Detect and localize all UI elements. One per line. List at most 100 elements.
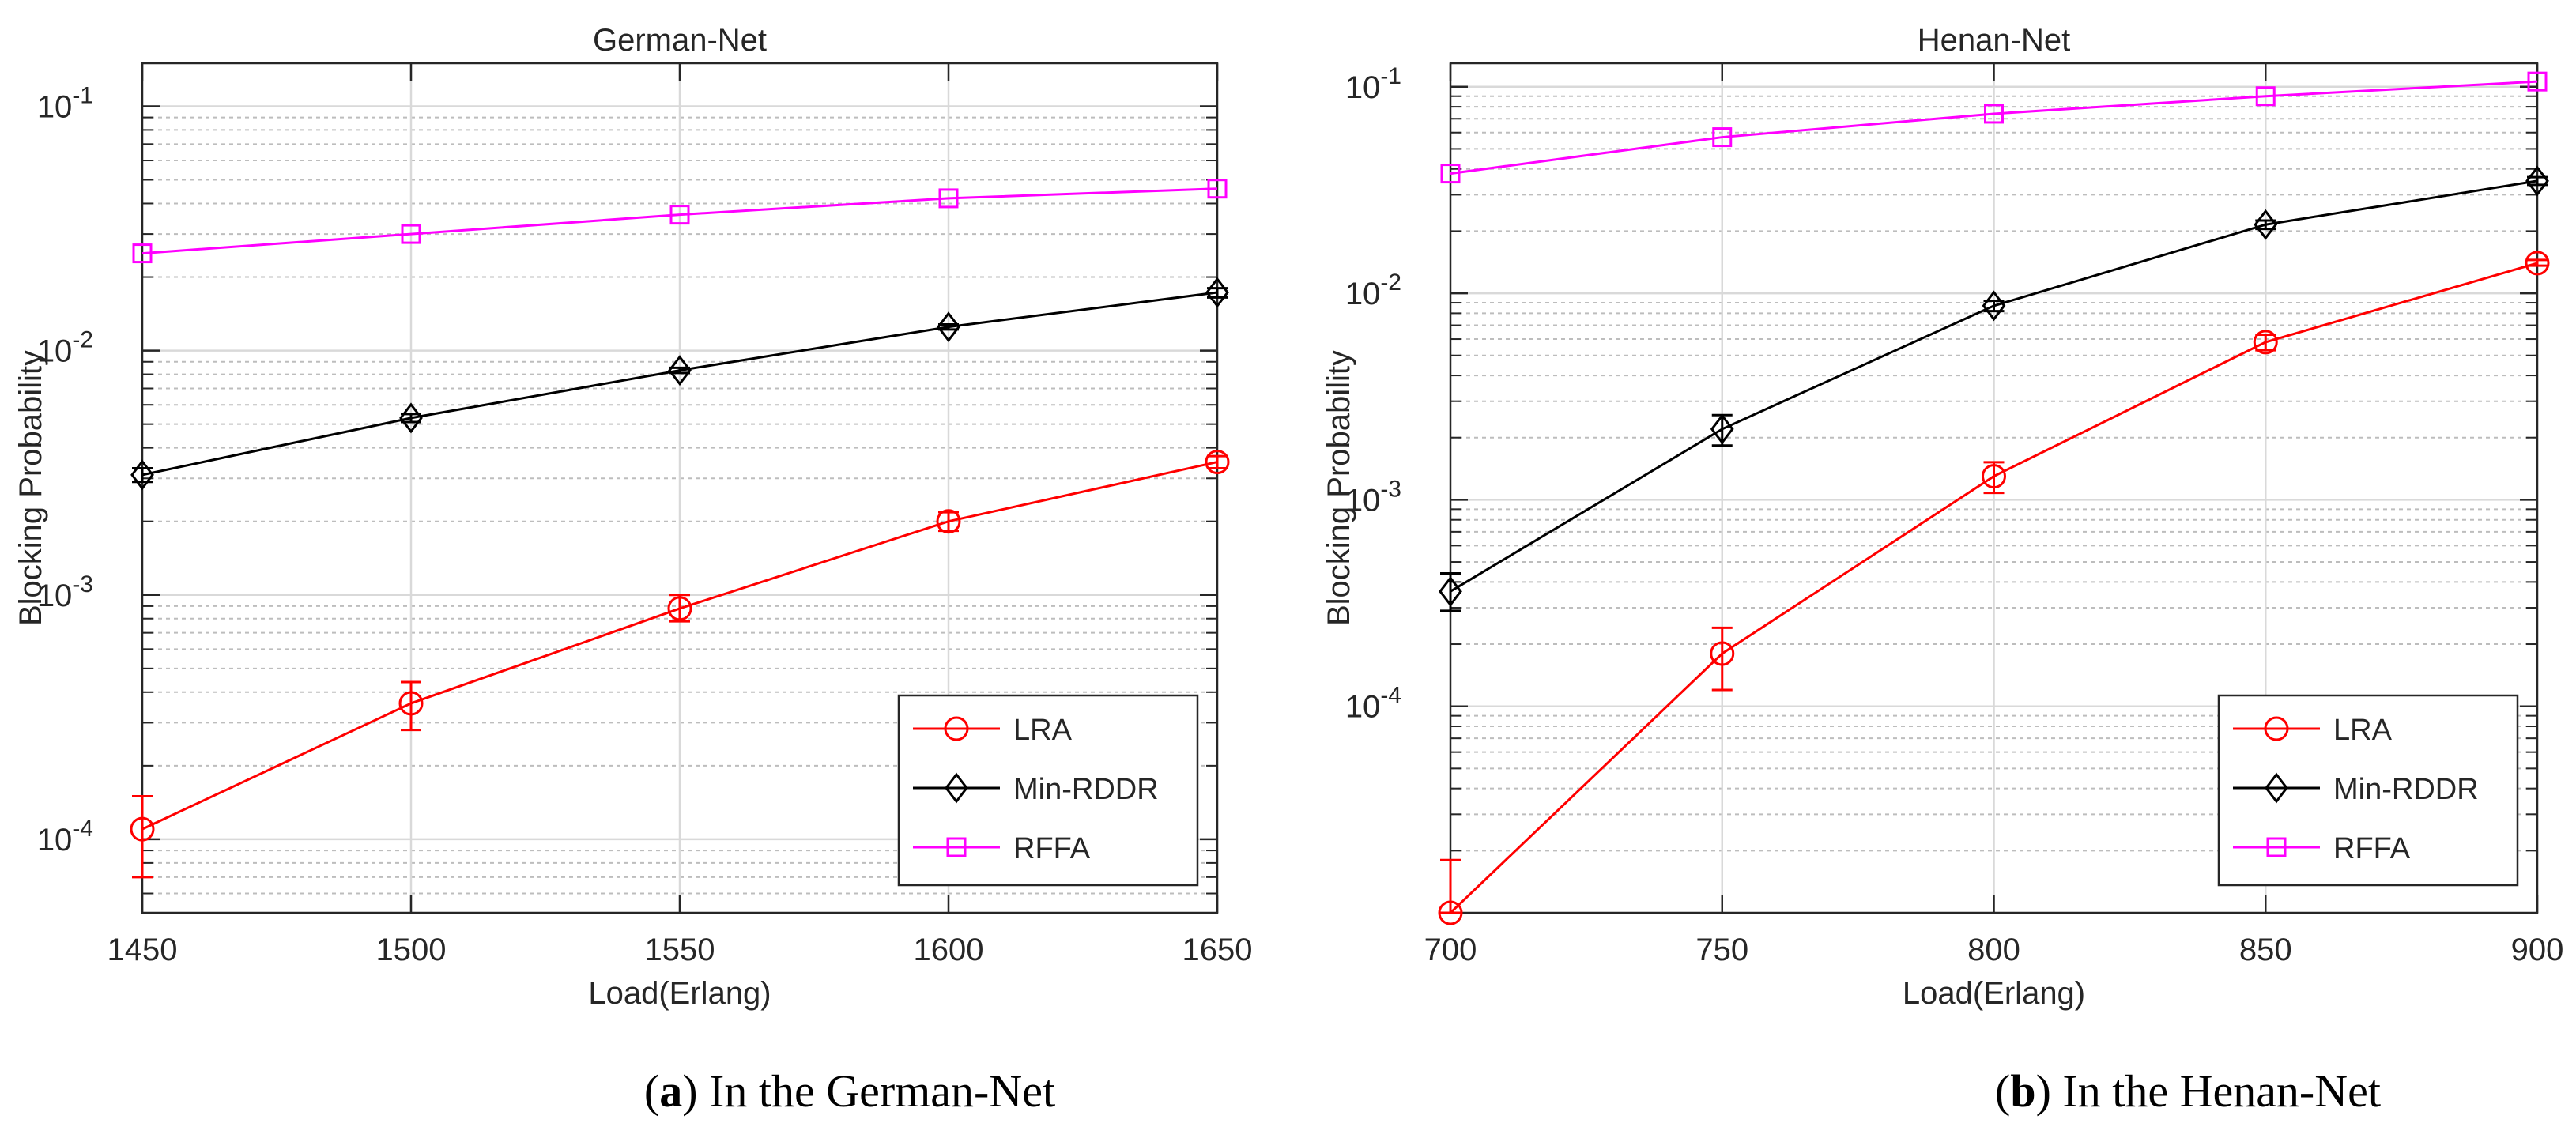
- y-axis-label: Blocking Probability: [13, 350, 48, 626]
- legend-label: Min-RDDR: [2333, 773, 2479, 806]
- y-tick-exponent: -2: [1380, 270, 1401, 296]
- y-tick-base: 10: [37, 334, 73, 369]
- data-point-circle: [398, 691, 424, 716]
- y-tick-label: 10-4: [37, 816, 93, 858]
- data-point-square: [2255, 86, 2276, 107]
- legend-marker-circle: [944, 716, 969, 741]
- data-point-diamond: [1982, 290, 2006, 322]
- legend-item-min-rddr: Min-RDDR: [913, 772, 1159, 806]
- y-tick-exponent: -4: [1380, 683, 1401, 709]
- chart-title: German-Net: [593, 23, 767, 58]
- series-min-rddr: [130, 277, 1229, 491]
- error-bar: [132, 466, 153, 484]
- x-tick-label: 800: [1967, 933, 2020, 967]
- data-point-diamond: [1710, 413, 1734, 445]
- data-point-circle: [1438, 900, 1463, 925]
- data-point-diamond: [1439, 575, 1462, 607]
- data-point-circle: [130, 816, 155, 842]
- caption-text: ) In the German-Net: [682, 1065, 1055, 1117]
- data-point-diamond: [130, 459, 154, 491]
- y-tick-exponent: -2: [72, 327, 93, 353]
- legend-label: LRA: [2333, 714, 2393, 747]
- error-bar: [1207, 454, 1228, 469]
- y-tick-exponent: -3: [1380, 476, 1401, 502]
- y-tick-label: 10-1: [37, 82, 93, 124]
- error-bar: [401, 680, 421, 732]
- x-tick-label: 1550: [645, 933, 715, 967]
- x-tick-label: 1450: [107, 933, 178, 967]
- series-min-rddr: [1439, 165, 2549, 612]
- data-point-circle: [2253, 330, 2278, 355]
- chart-title: Henan-Net: [1918, 23, 2070, 58]
- figure-caption: (a) In the German-Net: [644, 1065, 1055, 1117]
- data-point-square: [938, 188, 959, 209]
- legend-marker-circle: [2264, 716, 2289, 741]
- series-line: [141, 187, 1218, 255]
- data-point-circle: [1205, 450, 1230, 475]
- y-tick-label: 10-4: [1345, 683, 1401, 725]
- x-tick-label: 900: [2511, 933, 2564, 967]
- data-point-circle: [2525, 251, 2550, 276]
- data-point-square: [2527, 71, 2548, 92]
- x-tick-label: 1600: [914, 933, 984, 967]
- error-bar: [1440, 858, 1461, 914]
- legend-label: LRA: [1013, 714, 1073, 747]
- data-point-diamond: [668, 355, 692, 386]
- data-point-diamond: [2254, 209, 2278, 240]
- y-tick-label: 10-3: [37, 571, 93, 613]
- caption-text: ) In the Henan-Net: [2036, 1065, 2381, 1117]
- data-point-diamond: [2525, 165, 2549, 197]
- x-tick-label: 850: [2239, 933, 2292, 967]
- data-point-square: [401, 224, 421, 244]
- data-point-square: [1712, 127, 1733, 148]
- legend-item-lra: LRA: [913, 714, 1073, 747]
- error-bar: [1711, 626, 1733, 692]
- y-tick-base: 10: [1345, 690, 1381, 725]
- data-point-square: [669, 205, 690, 225]
- legend-label: RFFA: [1013, 832, 1091, 865]
- data-point-square: [1440, 164, 1461, 184]
- y-tick-base: 10: [37, 89, 73, 124]
- y-axis-label: Blocking Probability: [1322, 350, 1356, 626]
- data-point-diamond: [399, 402, 423, 434]
- data-point-diamond: [937, 311, 960, 343]
- legend-marker-square: [946, 837, 967, 858]
- caption-paren: (: [644, 1065, 659, 1117]
- y-tick-exponent: -1: [72, 82, 93, 108]
- x-tick-label: 1500: [376, 933, 447, 967]
- legend: LRA Min-RDDR RFFA: [2217, 694, 2519, 887]
- data-point-square: [132, 243, 153, 264]
- legend-marker-square: [2266, 837, 2287, 858]
- y-tick-label: 10-2: [1345, 270, 1401, 311]
- legend-item-lra: LRA: [2233, 714, 2393, 747]
- legend-marker-diamond: [945, 772, 968, 804]
- series-lra: [130, 450, 1230, 879]
- legend: LRA Min-RDDR RFFA: [897, 694, 1199, 887]
- x-axis-label: Load(Erlang): [1903, 976, 2085, 1011]
- data-point-square: [1984, 104, 2004, 124]
- x-tick-label: 750: [1695, 933, 1748, 967]
- y-tick-base: 10: [1345, 277, 1381, 311]
- y-tick-label: 10-2: [37, 327, 93, 369]
- series-line: [1450, 80, 2538, 175]
- legend-item-rffa: RFFA: [2233, 832, 2411, 865]
- x-tick-label: 700: [1424, 933, 1477, 967]
- y-tick-base: 10: [1345, 70, 1381, 105]
- data-point-circle: [1982, 464, 2006, 489]
- error-bar: [2527, 258, 2548, 267]
- axes-box: [1449, 62, 2539, 914]
- y-tick-label: 10-1: [1345, 63, 1401, 105]
- data-point-square: [1207, 179, 1228, 199]
- legend-label: RFFA: [2333, 832, 2411, 865]
- legend-item-min-rddr: Min-RDDR: [2233, 772, 2479, 806]
- caption-paren: (: [1995, 1065, 2010, 1117]
- caption-label: b: [2010, 1065, 2035, 1117]
- data-point-circle: [667, 596, 692, 621]
- x-axis-label: Load(Erlang): [588, 976, 771, 1011]
- y-tick-exponent: -4: [72, 816, 93, 842]
- error-bar: [669, 594, 690, 623]
- legend-item-rffa: RFFA: [913, 832, 1091, 865]
